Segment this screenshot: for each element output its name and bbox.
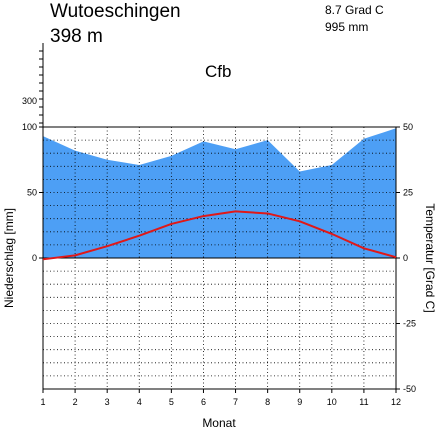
y-axis-right-label: Temperatur [Grad C]	[423, 203, 437, 312]
x-tick-label: 9	[297, 397, 302, 407]
x-tick-label: 12	[391, 397, 401, 407]
annual-precipitation: 995 mm	[325, 20, 368, 34]
x-tick-label: 5	[169, 397, 174, 407]
left-tick-label: 300	[22, 96, 37, 106]
mean-temperature: 8.7 Grad C	[325, 3, 384, 17]
climate-class: Cfb	[205, 62, 231, 81]
x-tick-label: 8	[265, 397, 270, 407]
x-tick-label: 10	[327, 397, 337, 407]
x-tick-label: 2	[73, 397, 78, 407]
left-tick-label: 0	[32, 253, 37, 263]
right-tick-label: 25	[403, 188, 413, 198]
right-tick-label: -50	[403, 384, 416, 394]
right-tick-label: 50	[403, 122, 413, 132]
x-tick-label: 7	[233, 397, 238, 407]
y-axis-left-label: Niederschlag [mm]	[2, 208, 16, 308]
x-axis-label: Monat	[202, 416, 236, 430]
x-tick-label: 3	[105, 397, 110, 407]
station-name: Wutoeschingen	[50, 1, 181, 22]
right-tick-label: -25	[403, 319, 416, 329]
left-tick-label: 50	[27, 188, 37, 198]
temperature-line	[42, 210, 397, 261]
x-tick-label: 4	[137, 397, 142, 407]
plot-area	[43, 128, 396, 258]
grid-lines	[43, 127, 396, 389]
right-tick-label: 0	[403, 253, 408, 263]
left-tick-label: 100	[22, 122, 37, 132]
station-elevation: 398 m	[50, 26, 103, 47]
x-tick-label: 11	[359, 397, 368, 407]
precipitation-area	[43, 128, 396, 258]
x-tick-label: 6	[201, 397, 206, 407]
x-tick-label: 1	[40, 397, 45, 407]
